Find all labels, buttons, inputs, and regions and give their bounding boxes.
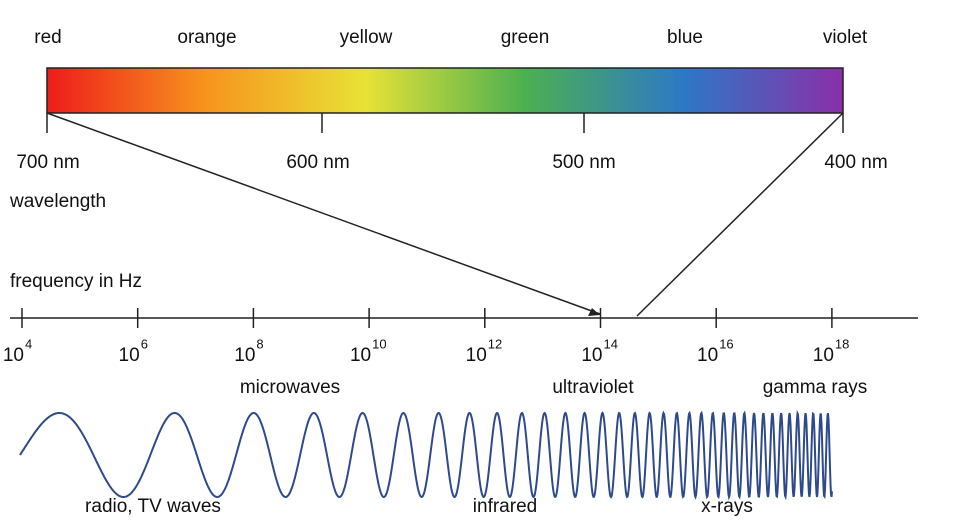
- wavelength-tick-label: 600 nm: [286, 152, 349, 173]
- wavelength-labels: 700 nm 600 nm 500 nm 400 nm: [16, 152, 887, 173]
- connector: [636, 112, 844, 317]
- color-name: red: [34, 27, 61, 48]
- wavelength-tick-label: 700 nm: [16, 152, 79, 173]
- wavelength-label: wavelength: [9, 191, 106, 212]
- color-names: red orange yellow green blue violet: [34, 27, 868, 48]
- color-name: yellow: [340, 27, 393, 48]
- color-name: green: [501, 27, 550, 48]
- tick-base: 10: [3, 345, 24, 366]
- wave: [19, 409, 833, 501]
- color-name: violet: [823, 27, 868, 48]
- wavelength-tick-label: 500 nm: [552, 152, 615, 173]
- tick-base: 10: [697, 345, 718, 366]
- tick-base: 10: [119, 345, 140, 366]
- tick-exponent: 14: [604, 336, 618, 351]
- color-name: orange: [177, 27, 236, 48]
- tick-exponent: 18: [835, 336, 849, 351]
- tick-exponent: 16: [719, 336, 733, 351]
- tick-exponent: 6: [141, 336, 148, 351]
- band-label: gamma rays: [763, 377, 868, 398]
- band-label: microwaves: [240, 377, 340, 398]
- tick-base: 10: [234, 345, 255, 366]
- tick-base: 10: [466, 345, 487, 366]
- tick-exponent: 4: [25, 336, 32, 351]
- tick-base: 10: [581, 345, 602, 366]
- tick-base: 10: [350, 345, 371, 366]
- arrowhead: [588, 308, 600, 316]
- tick-base: 10: [813, 345, 834, 366]
- connector: [46, 112, 601, 315]
- band-label: infrared: [473, 496, 537, 517]
- color-name: blue: [667, 27, 703, 48]
- visible-spectrum-bar: [46, 67, 844, 114]
- wavelength-ticks: [46, 112, 844, 317]
- band-labels: microwaves ultraviolet gamma rays radio,…: [85, 377, 867, 517]
- band-label: radio, TV waves: [85, 496, 221, 517]
- tick-exponent: 12: [488, 336, 502, 351]
- tick-exponent: 10: [372, 336, 386, 351]
- frequency-label: frequency in Hz: [10, 271, 142, 292]
- band-label: x-rays: [701, 496, 753, 517]
- tick-exponent: 8: [256, 336, 263, 351]
- band-label: ultraviolet: [552, 377, 634, 398]
- wavelength-tick-label: 400 nm: [824, 152, 887, 173]
